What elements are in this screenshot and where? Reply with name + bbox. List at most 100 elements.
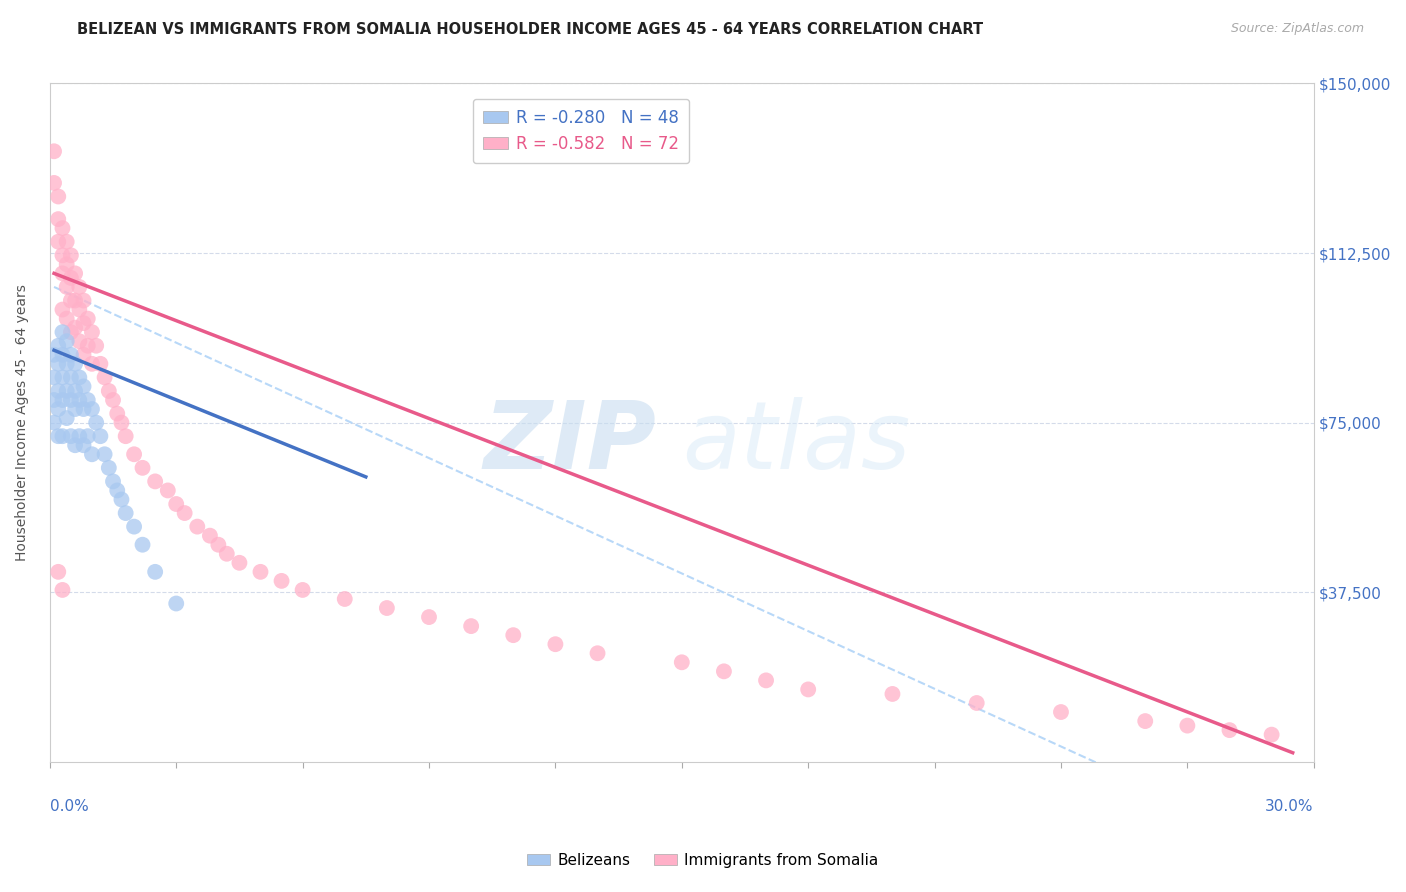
- Legend: R = -0.280   N = 48, R = -0.582   N = 72: R = -0.280 N = 48, R = -0.582 N = 72: [472, 98, 689, 163]
- Point: [882, 687, 904, 701]
- Point: [249, 565, 271, 579]
- Point: [755, 673, 778, 688]
- Point: [63, 320, 86, 334]
- Point: [51, 370, 73, 384]
- Text: Source: ZipAtlas.com: Source: ZipAtlas.com: [1230, 22, 1364, 36]
- Point: [131, 538, 153, 552]
- Point: [101, 475, 124, 489]
- Point: [165, 597, 187, 611]
- Legend: Belizeans, Immigrants from Somalia: Belizeans, Immigrants from Somalia: [522, 847, 884, 873]
- Point: [46, 357, 69, 371]
- Point: [72, 438, 94, 452]
- Point: [55, 334, 77, 349]
- Point: [89, 357, 111, 371]
- Point: [46, 189, 69, 203]
- Point: [1135, 714, 1157, 728]
- Point: [131, 460, 153, 475]
- Point: [63, 266, 86, 280]
- Point: [55, 257, 77, 271]
- Point: [67, 334, 90, 349]
- Point: [67, 302, 90, 317]
- Point: [59, 348, 82, 362]
- Point: [72, 348, 94, 362]
- Point: [97, 384, 120, 398]
- Point: [46, 565, 69, 579]
- Point: [59, 293, 82, 308]
- Point: [46, 429, 69, 443]
- Point: [72, 402, 94, 417]
- Point: [586, 646, 609, 660]
- Point: [67, 280, 90, 294]
- Point: [110, 492, 132, 507]
- Point: [215, 547, 238, 561]
- Point: [122, 519, 145, 533]
- Point: [67, 370, 90, 384]
- Point: [42, 145, 65, 159]
- Point: [55, 384, 77, 398]
- Point: [46, 402, 69, 417]
- Point: [1050, 705, 1073, 719]
- Point: [55, 280, 77, 294]
- Text: 30.0%: 30.0%: [1265, 799, 1313, 814]
- Point: [84, 339, 107, 353]
- Point: [101, 392, 124, 407]
- Point: [42, 416, 65, 430]
- Point: [93, 370, 115, 384]
- Point: [51, 221, 73, 235]
- Text: 0.0%: 0.0%: [49, 799, 89, 814]
- Point: [55, 357, 77, 371]
- Point: [42, 370, 65, 384]
- Point: [173, 506, 195, 520]
- Point: [63, 357, 86, 371]
- Point: [143, 475, 166, 489]
- Point: [105, 483, 128, 498]
- Point: [76, 339, 98, 353]
- Point: [42, 392, 65, 407]
- Point: [42, 176, 65, 190]
- Point: [418, 610, 440, 624]
- Point: [51, 302, 73, 317]
- Point: [375, 601, 398, 615]
- Point: [156, 483, 179, 498]
- Point: [55, 411, 77, 425]
- Point: [51, 325, 73, 339]
- Point: [671, 655, 693, 669]
- Point: [198, 529, 221, 543]
- Point: [76, 429, 98, 443]
- Point: [72, 316, 94, 330]
- Point: [51, 582, 73, 597]
- Point: [51, 429, 73, 443]
- Point: [80, 447, 103, 461]
- Point: [84, 416, 107, 430]
- Point: [51, 392, 73, 407]
- Point: [63, 438, 86, 452]
- Point: [97, 460, 120, 475]
- Point: [186, 519, 208, 533]
- Point: [1177, 718, 1199, 732]
- Point: [143, 565, 166, 579]
- Point: [59, 370, 82, 384]
- Point: [544, 637, 567, 651]
- Point: [502, 628, 524, 642]
- Text: ZIP: ZIP: [484, 397, 657, 489]
- Point: [59, 429, 82, 443]
- Point: [46, 384, 69, 398]
- Point: [55, 235, 77, 249]
- Point: [1260, 728, 1282, 742]
- Point: [122, 447, 145, 461]
- Point: [46, 212, 69, 227]
- Point: [80, 402, 103, 417]
- Point: [63, 402, 86, 417]
- Point: [333, 592, 356, 607]
- Point: [270, 574, 292, 588]
- Point: [59, 325, 82, 339]
- Point: [72, 379, 94, 393]
- Point: [76, 311, 98, 326]
- Point: [67, 429, 90, 443]
- Point: [80, 325, 103, 339]
- Point: [114, 506, 136, 520]
- Point: [76, 392, 98, 407]
- Point: [114, 429, 136, 443]
- Point: [93, 447, 115, 461]
- Point: [228, 556, 250, 570]
